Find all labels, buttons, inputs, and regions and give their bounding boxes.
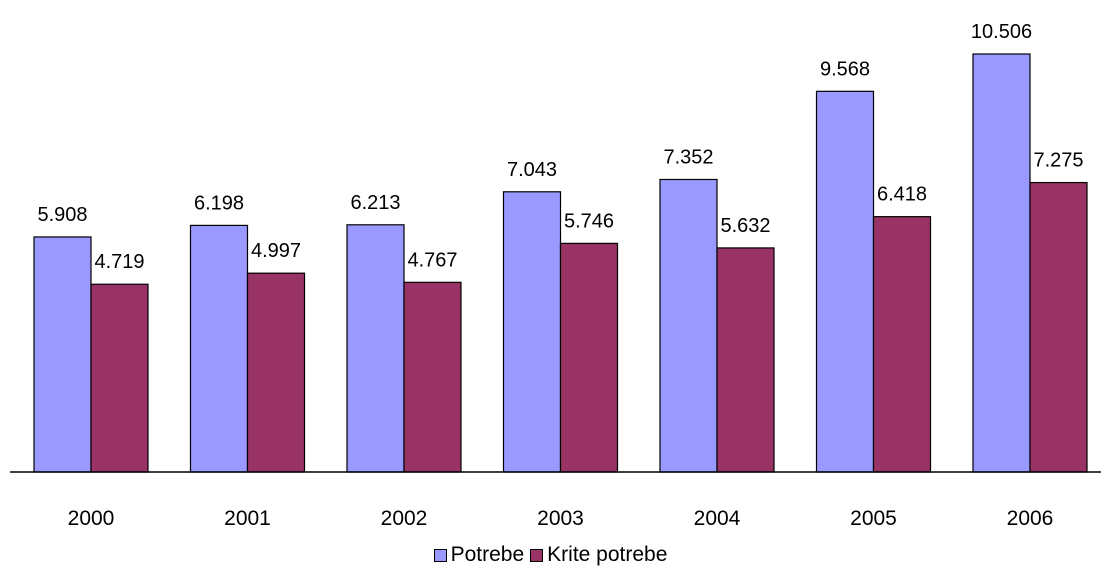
legend-item-krite-potrebe: Krite potrebe (530, 543, 667, 567)
category-label-2003: 2003 (537, 507, 584, 530)
value-label-krite-potrebe-2002: 4.767 (407, 249, 457, 271)
value-label-krite-potrebe-2006: 7.275 (1033, 150, 1083, 172)
bar-potrebe-2002 (346, 224, 405, 473)
bar-potrebe-2005 (815, 90, 875, 473)
legend-label-krite-potrebe: Krite potrebe (547, 543, 668, 566)
bar-potrebe-2001 (189, 224, 249, 473)
legend-swatch-potrebe (433, 548, 447, 562)
bar-krite-potrebe-2004 (716, 247, 775, 473)
category-label-2002: 2002 (381, 507, 428, 530)
value-label-potrebe-2004: 7.352 (663, 146, 713, 168)
bar-krite-potrebe-2006 (1029, 181, 1088, 473)
value-label-potrebe-2000: 5.908 (37, 204, 87, 226)
value-labels-group: 5.908 4.719 6.198 4.997 6.213 4.767 7.043 5.746… (37, 21, 1083, 273)
value-label-potrebe-2002: 6.213 (350, 192, 400, 214)
bar-krite-potrebe-2005 (872, 216, 932, 473)
value-label-krite-potrebe-2000: 4.719 (94, 251, 144, 273)
category-label-2001: 2001 (224, 507, 271, 530)
legend-label-potrebe: Potrebe (450, 543, 525, 566)
legend-item-potrebe: Potrebe (433, 543, 525, 567)
value-label-potrebe-2005: 9.568 (820, 58, 870, 80)
bar-krite-potrebe-2000 (90, 283, 149, 473)
value-label-krite-potrebe-2005: 6.418 (877, 184, 927, 206)
bar-krite-potrebe-2002 (403, 281, 462, 473)
legend: Potrebe Krite potrebe (0, 541, 1101, 569)
value-label-krite-potrebe-2001: 4.997 (251, 240, 301, 262)
bar-potrebe-2004 (659, 178, 718, 473)
category-label-2000: 2000 (68, 507, 115, 530)
legend-swatch-krite-potrebe (530, 548, 544, 562)
bar-potrebe-2003 (502, 191, 562, 473)
category-label-2006: 2006 (1007, 507, 1054, 530)
value-label-potrebe-2003: 7.043 (507, 159, 557, 181)
value-label-krite-potrebe-2003: 5.746 (564, 210, 614, 232)
category-label-2004: 2004 (694, 507, 741, 530)
bars-group (33, 53, 1088, 473)
category-label-2005: 2005 (850, 507, 897, 530)
bar-potrebe-2000 (33, 236, 92, 473)
value-label-krite-potrebe-2004: 5.632 (720, 215, 770, 237)
bar-krite-potrebe-2003 (559, 242, 619, 473)
value-label-potrebe-2006: 10.506 (971, 21, 1032, 43)
value-label-potrebe-2001: 6.198 (194, 192, 244, 214)
bar-krite-potrebe-2001 (246, 272, 306, 473)
bar-potrebe-2006 (972, 53, 1031, 473)
category-labels-group: 2000 2001 2002 2003 2004 2005 2006 (68, 507, 1054, 530)
